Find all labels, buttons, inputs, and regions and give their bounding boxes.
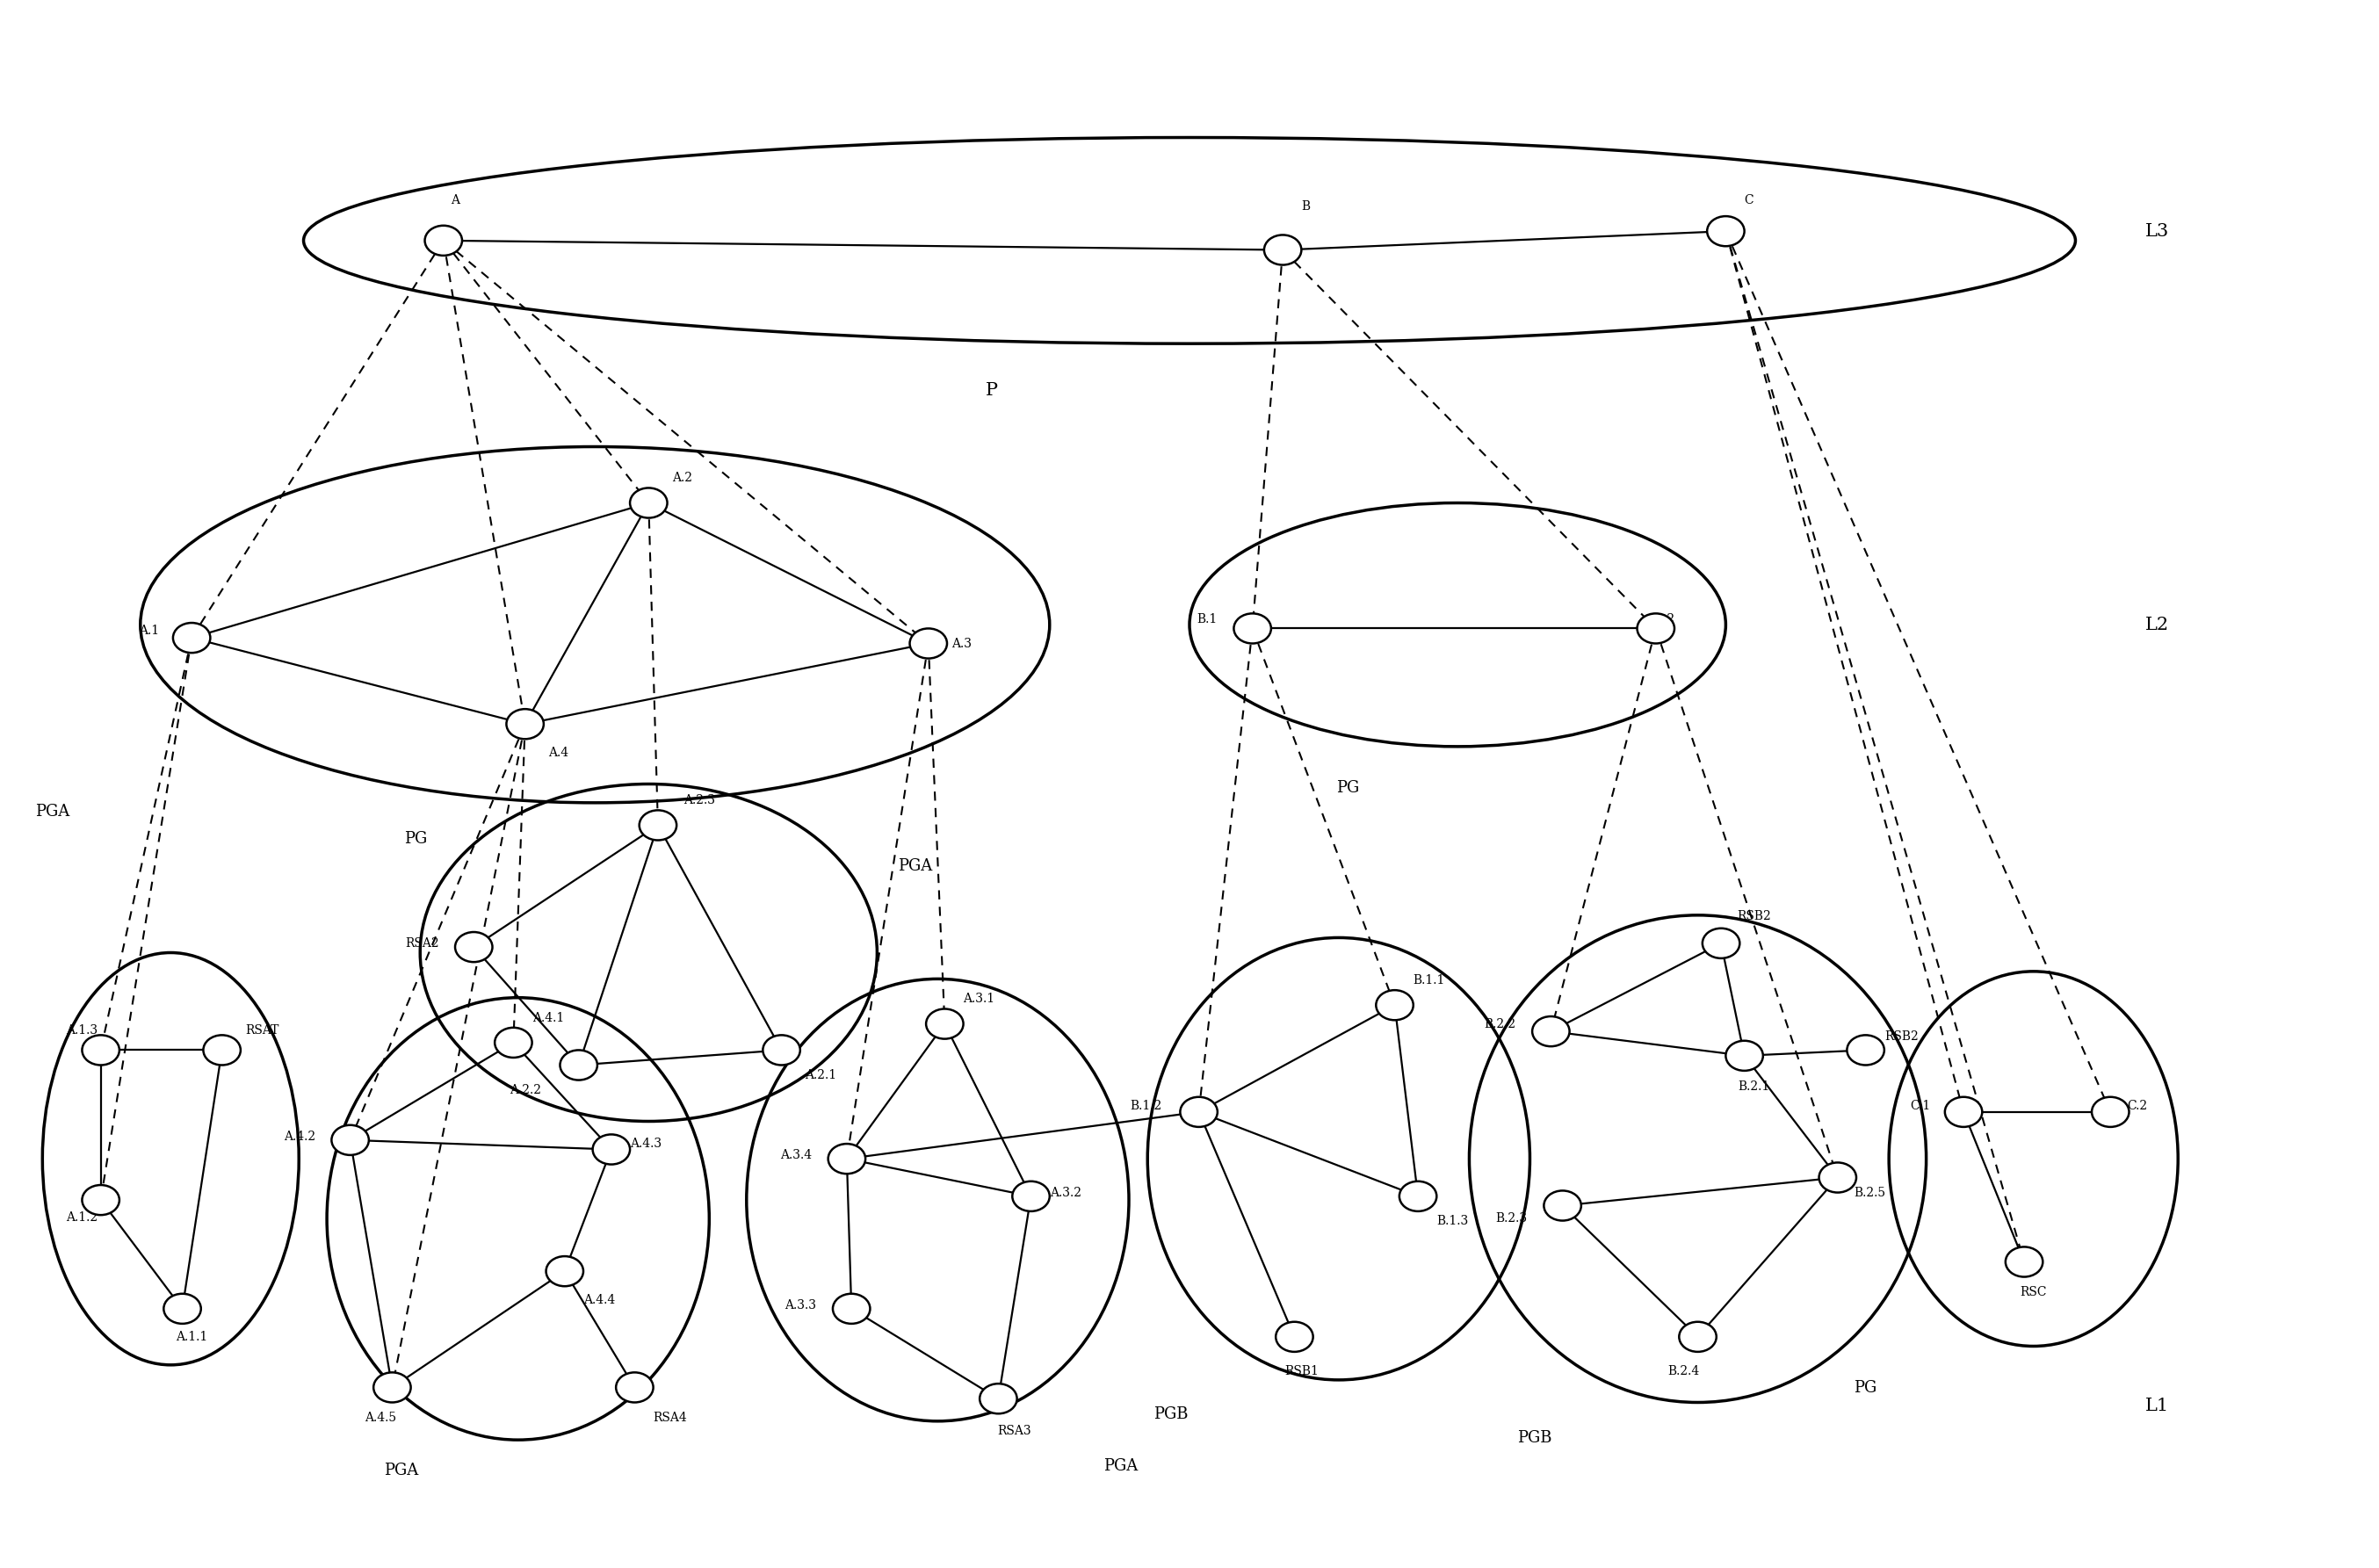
Text: RSB1: RSB1 [1285,1364,1318,1377]
Text: PGB: PGB [1518,1430,1551,1446]
Circle shape [1235,613,1270,643]
Text: C.2: C.2 [2127,1101,2146,1112]
Text: A.4.1: A.4.1 [533,1011,564,1024]
Text: PGA: PGA [36,804,69,820]
Circle shape [1680,1322,1715,1352]
Text: A.2: A.2 [671,472,692,485]
Text: L2: L2 [2146,616,2170,633]
Circle shape [1946,1098,1982,1127]
Text: C.1: C.1 [1910,1101,1932,1112]
Circle shape [828,1143,866,1174]
Text: A.3.4: A.3.4 [780,1149,811,1162]
Text: PGA: PGA [899,859,933,875]
Text: B.2.3: B.2.3 [1496,1212,1527,1225]
Text: A.4.2: A.4.2 [283,1131,314,1143]
Circle shape [2005,1247,2044,1276]
Text: A: A [450,194,459,207]
Text: A.1: A.1 [138,624,159,637]
Circle shape [426,226,462,256]
Circle shape [81,1185,119,1215]
Circle shape [331,1126,369,1156]
Circle shape [833,1294,871,1323]
Text: B.2.4: B.2.4 [1668,1364,1699,1377]
Text: PG: PG [1853,1380,1877,1396]
Circle shape [507,709,545,739]
Text: RSAT: RSAT [245,1024,278,1036]
Text: A.3.2: A.3.2 [1049,1187,1080,1198]
Text: A.4.3: A.4.3 [630,1138,661,1149]
Text: B.1.1: B.1.1 [1413,974,1446,986]
Circle shape [1532,1016,1570,1046]
Text: PG: PG [1337,781,1358,797]
Text: RSA4: RSA4 [654,1411,688,1424]
Text: B.2: B.2 [1653,613,1675,626]
Circle shape [592,1134,630,1165]
Circle shape [202,1035,240,1065]
Circle shape [1725,1041,1763,1071]
Text: A.4.5: A.4.5 [364,1411,397,1424]
Text: B: B [1301,201,1311,212]
Text: A.1.2: A.1.2 [67,1210,98,1223]
Text: A.3.3: A.3.3 [785,1298,816,1311]
Text: PGA: PGA [385,1463,419,1479]
Circle shape [495,1027,533,1057]
Text: L3: L3 [2146,223,2170,240]
Circle shape [1180,1098,1218,1127]
Circle shape [1544,1190,1582,1220]
Circle shape [374,1372,412,1402]
Circle shape [547,1256,583,1286]
Text: A.1.1: A.1.1 [176,1331,207,1344]
Text: L1: L1 [2146,1397,2170,1414]
Text: A.4.4: A.4.4 [583,1294,616,1306]
Circle shape [1263,235,1301,265]
Circle shape [764,1035,799,1065]
Circle shape [640,811,676,840]
Circle shape [925,1008,963,1040]
Circle shape [1637,613,1675,643]
Circle shape [1703,928,1739,958]
Text: PGB: PGB [1154,1406,1187,1422]
Circle shape [630,488,666,517]
Text: A.1.3: A.1.3 [67,1024,98,1036]
Circle shape [1375,989,1413,1021]
Text: RSB2: RSB2 [1884,1030,1917,1043]
Circle shape [980,1383,1016,1414]
Text: A.3.1: A.3.1 [963,993,994,1005]
Text: RSA3: RSA3 [997,1425,1032,1438]
Text: B.1: B.1 [1197,613,1218,626]
Circle shape [559,1051,597,1080]
Text: B.1.3: B.1.3 [1437,1215,1468,1228]
Circle shape [1013,1181,1049,1210]
Text: A.2.3: A.2.3 [683,793,716,806]
Text: PG: PG [404,831,426,847]
Text: RSB2: RSB2 [1737,911,1772,922]
Circle shape [1846,1035,1884,1065]
Text: A.3: A.3 [952,637,973,649]
Circle shape [1820,1162,1856,1193]
Circle shape [1399,1181,1437,1210]
Text: A.2.2: A.2.2 [509,1083,542,1096]
Circle shape [909,629,947,659]
Text: B.1.2: B.1.2 [1130,1101,1161,1112]
Text: C: C [1744,194,1753,207]
Circle shape [81,1035,119,1065]
Text: RSC: RSC [2020,1286,2046,1298]
Text: B.2.2: B.2.2 [1484,1018,1515,1030]
Text: B.2.5: B.2.5 [1853,1187,1887,1198]
Text: A.4: A.4 [550,746,569,759]
Circle shape [164,1294,200,1323]
Circle shape [454,931,492,963]
Text: B.2.1: B.2.1 [1737,1080,1770,1093]
Circle shape [616,1372,654,1402]
Text: A.2.1: A.2.1 [804,1069,837,1082]
Circle shape [1708,216,1744,246]
Text: RSA2: RSA2 [404,938,438,950]
Text: PGA: PGA [1104,1458,1137,1474]
Circle shape [1275,1322,1313,1352]
Text: P: P [985,383,997,398]
Circle shape [174,622,209,652]
Circle shape [2091,1098,2129,1127]
